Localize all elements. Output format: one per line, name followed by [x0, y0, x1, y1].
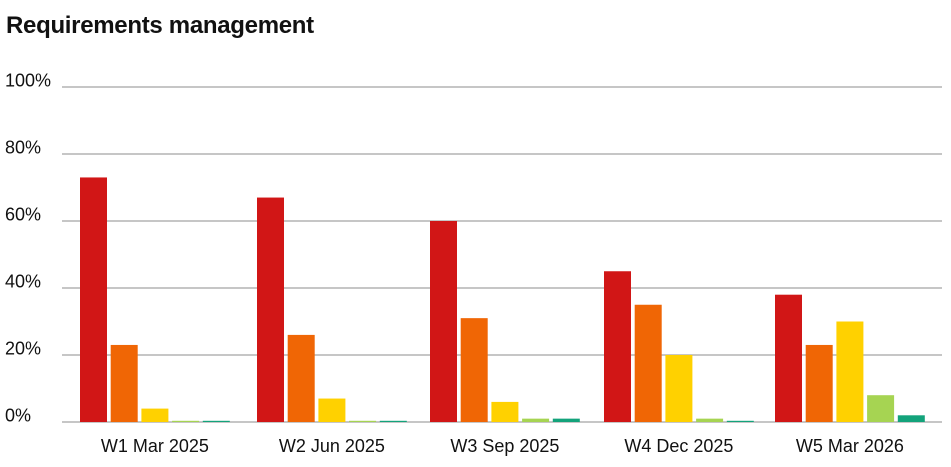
- x-category-label: W3 Sep 2025: [450, 436, 559, 456]
- bar: [141, 408, 169, 422]
- bar: [726, 420, 754, 422]
- x-category-label: W1 Mar 2025: [101, 436, 209, 456]
- bar: [491, 401, 519, 422]
- bar: [897, 415, 925, 422]
- bar: [110, 344, 138, 422]
- bar: [460, 318, 488, 422]
- bar: [604, 271, 631, 422]
- bar: [202, 420, 230, 422]
- bars: [80, 177, 925, 422]
- x-category-label: W5 Mar 2026: [796, 436, 904, 456]
- chart-title: Requirements management: [6, 12, 314, 39]
- y-tick-label: 60%: [5, 205, 41, 225]
- bar: [805, 344, 833, 422]
- bar: [172, 420, 200, 422]
- y-tick-label: 0%: [5, 406, 31, 426]
- bar: [836, 321, 864, 422]
- bar: [349, 420, 377, 422]
- bar: [318, 398, 346, 422]
- bar: [665, 355, 693, 422]
- bar: [775, 294, 802, 422]
- bar: [287, 334, 315, 422]
- y-axis-ticks: 0% 20% 40% 60% 80% 100%: [5, 71, 51, 426]
- bar: [634, 304, 662, 422]
- bar: [696, 418, 724, 422]
- x-category-label: W2 Jun 2025: [279, 436, 385, 456]
- x-category-label: W4 Dec 2025: [624, 436, 733, 456]
- y-tick-label: 100%: [5, 71, 51, 91]
- bar: [430, 221, 457, 422]
- y-tick-label: 20%: [5, 339, 41, 359]
- y-tick-label: 80%: [5, 138, 41, 158]
- bar: [552, 418, 580, 422]
- bar: [522, 418, 550, 422]
- bar: [379, 420, 407, 422]
- bar: [867, 395, 895, 422]
- bar: [80, 177, 107, 422]
- bar: [257, 197, 284, 422]
- y-tick-label: 40%: [5, 272, 41, 292]
- x-axis-categories: W1 Mar 2025 W2 Jun 2025 W3 Sep 2025 W4 Dec …: [101, 436, 904, 456]
